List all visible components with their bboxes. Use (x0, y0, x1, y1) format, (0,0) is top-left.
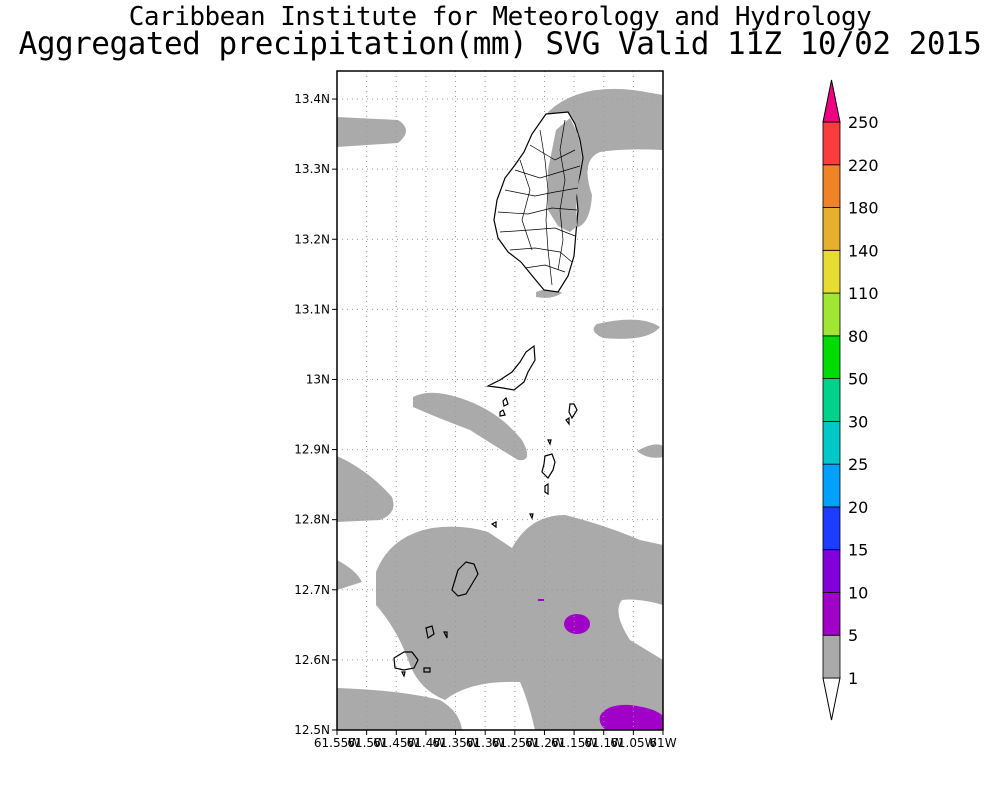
lon-tick-label: 61.2W (525, 736, 564, 750)
islet-9 (423, 667, 431, 673)
precip-area-south (376, 515, 663, 730)
st-vincent-shaded-east (548, 118, 582, 232)
lat-tick-label: 13.1N (294, 302, 330, 316)
longitude-axis: 61.55W61.5W61.45W61.4W61.35W61.3W61.25W6… (314, 730, 677, 750)
colorbar-label: 140 (848, 241, 879, 260)
precip-area-northwest (337, 117, 406, 147)
islet-3 (565, 416, 570, 426)
precip-area-east-small (637, 444, 663, 458)
lat-tick-label: 13N (306, 372, 330, 386)
colorbar-swatch (822, 249, 841, 294)
lon-tick-label: 61.25W (492, 736, 538, 750)
lat-tick-label: 13.4N (294, 92, 330, 106)
lon-tick-label: 61.3W (466, 736, 505, 750)
colorbar-swatch (822, 121, 841, 166)
lat-tick-label: 12.5N (294, 723, 330, 737)
colorbar-label: 30 (848, 412, 868, 431)
mayreau-island (544, 482, 549, 496)
colorbar-swatch (822, 463, 841, 508)
lon-tick-label: 61.05W (610, 736, 656, 750)
lon-tick-label: 61.55W (314, 736, 360, 750)
colorbar-label: 220 (848, 156, 879, 175)
lat-tick-label: 12.7N (294, 583, 330, 597)
lat-tick-label: 12.8N (294, 513, 330, 527)
islet-5 (490, 521, 497, 529)
colorbar-lower-triangle (822, 677, 841, 721)
colorbar-label: 80 (848, 327, 868, 346)
map-subtitle: Aggregated precipitation(mm) SVG Valid 1… (18, 26, 982, 62)
islet-6 (529, 513, 534, 520)
union-island (451, 561, 479, 597)
lon-tick-label: 61.15W (551, 736, 597, 750)
lat-tick-label: 12.6N (294, 653, 330, 667)
islet-1 (502, 396, 509, 407)
lat-tick-label: 13.3N (294, 162, 330, 176)
lon-tick-label: 61.4W (407, 736, 446, 750)
precip-area-center (413, 392, 528, 461)
lon-tick-label: 61W (649, 736, 676, 750)
islet-10 (401, 671, 406, 678)
lon-tick-label: 61.5W (347, 736, 386, 750)
colorbar-swatch (822, 420, 841, 465)
lat-tick-label: 13.2N (294, 232, 330, 246)
islet-4 (547, 439, 552, 446)
precip-area-purple-southeast (599, 704, 663, 730)
st-vincent-rivers (497, 119, 581, 286)
precip-area-southwest-corner (337, 688, 462, 730)
islet-2 (499, 409, 506, 417)
carriacou-island (393, 651, 419, 671)
islet-8 (443, 631, 448, 639)
colorbar-label: 180 (848, 199, 879, 218)
colorbar-label: 15 (848, 541, 868, 560)
colorbar-swatch (822, 378, 841, 422)
plot-frame (336, 70, 664, 731)
precip-area-west (337, 456, 394, 522)
colorbar-upper-triangle (822, 79, 841, 123)
lon-tick-label: 61.45W (373, 736, 419, 750)
colorbar-swatch (822, 335, 841, 380)
lon-tick-label: 61.1W (584, 736, 623, 750)
colorbar-label: 25 (848, 455, 868, 474)
colorbar-label: 10 (848, 583, 868, 602)
colorbar-swatch (822, 634, 841, 679)
colorbar-label: 50 (848, 370, 868, 389)
precipitation-shading (337, 88, 663, 730)
colorbar-label: 250 (848, 113, 879, 132)
colorbar-swatch (822, 292, 841, 337)
colorbar-swatch (822, 506, 841, 551)
colorbar-swatch (822, 164, 841, 208)
coastlines (393, 111, 584, 678)
precip-area-southwest-edge (337, 560, 362, 590)
canouan-island (541, 453, 556, 479)
latitude-axis: 13.4N 13.3N 13.2N 13.1N 13N 12.9N 12.8N 12.7N 12… (294, 92, 337, 737)
lon-tick-label: 61.35W (432, 736, 478, 750)
colorbar-label: 20 (848, 498, 868, 517)
precip-area-east-mid (593, 319, 660, 339)
precip-area-purple-speck (538, 599, 544, 601)
colorbar-label: 110 (848, 284, 879, 303)
precip-area-purple-center (564, 614, 590, 634)
colorbar-swatch (822, 592, 841, 636)
islet-7 (425, 625, 435, 639)
lat-tick-label: 12.9N (294, 443, 330, 457)
bequia-island (485, 344, 536, 391)
colorbar-swatch (822, 207, 841, 251)
map-title: Caribbean Institute for Meteorology and … (128, 2, 872, 32)
colorbar-label: 1 (848, 669, 858, 688)
colorbar-swatch (822, 549, 841, 593)
mustique-island (568, 403, 578, 420)
colorbar-label: 5 (848, 626, 858, 645)
